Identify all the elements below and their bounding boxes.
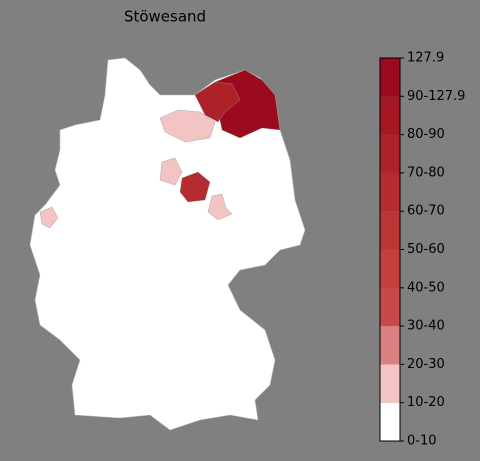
legend-label: 20-30 xyxy=(407,357,445,372)
legend-label: 60-70 xyxy=(407,204,445,219)
legend-swatch xyxy=(380,96,400,135)
legend-label: 80-90 xyxy=(407,127,445,142)
legend-swatch xyxy=(380,249,400,288)
legend-label: 90-127.9 xyxy=(407,89,465,104)
region xyxy=(159,109,216,143)
legend-label: 30-40 xyxy=(407,319,445,334)
legend-swatch xyxy=(380,287,400,327)
legend-label: 127.9 xyxy=(407,51,444,66)
legend-swatch xyxy=(380,402,400,441)
legend-label: 10-20 xyxy=(407,395,445,410)
region xyxy=(194,81,241,123)
region xyxy=(207,193,233,221)
legend-label: 50-60 xyxy=(407,242,445,257)
legend-label: 70-80 xyxy=(407,165,445,180)
legend-swatch xyxy=(380,364,400,403)
map-title: Stöwesand xyxy=(124,8,206,26)
country-outline xyxy=(29,57,306,431)
legend-label: 40-50 xyxy=(407,280,445,295)
legend-swatch xyxy=(380,211,400,250)
region xyxy=(39,206,59,229)
legend-swatch xyxy=(380,134,400,173)
region xyxy=(179,171,211,203)
region xyxy=(159,157,183,186)
legend-swatch xyxy=(380,326,400,365)
legend-swatch xyxy=(380,58,400,97)
legend-label: 0-10 xyxy=(407,434,437,449)
legend-swatch xyxy=(380,172,400,212)
